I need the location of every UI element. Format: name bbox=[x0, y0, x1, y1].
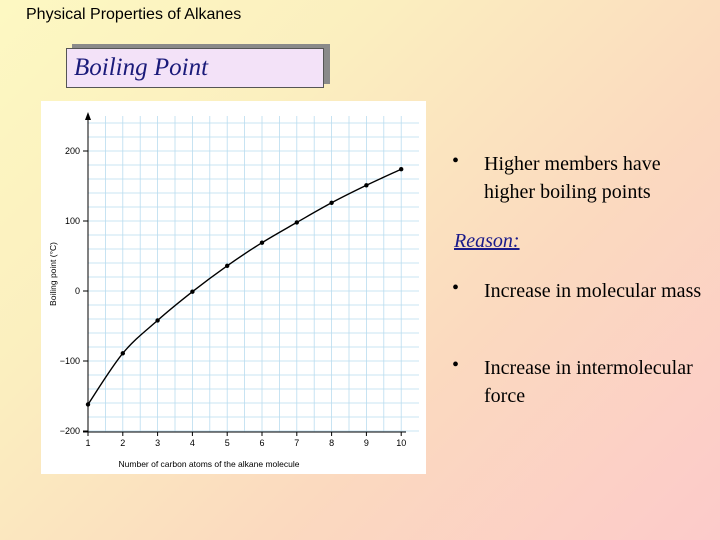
data-point bbox=[225, 263, 230, 268]
series-line bbox=[87, 168, 402, 405]
x-tick-label: 1 bbox=[85, 438, 90, 448]
slide-title: Physical Properties of Alkanes bbox=[26, 6, 242, 23]
y-tick-label: 0 bbox=[75, 286, 80, 296]
bullet-text: Increase in molecular mass bbox=[484, 280, 702, 302]
x-tick-label: 8 bbox=[329, 438, 334, 448]
reason-label: Reason: bbox=[454, 230, 520, 252]
x-tick-label: 9 bbox=[364, 438, 369, 448]
data-point bbox=[329, 200, 334, 205]
bullet-dot: • bbox=[452, 354, 460, 376]
y-tick-label: 100 bbox=[65, 216, 80, 226]
x-tick-label: 2 bbox=[120, 438, 125, 448]
data-point bbox=[85, 402, 91, 407]
y-tick-label: −100 bbox=[60, 356, 80, 366]
data-point bbox=[259, 240, 265, 245]
x-axis-title: Number of carbon atoms of the alkane mol… bbox=[119, 459, 300, 469]
y-tick-label: −200 bbox=[60, 426, 80, 436]
y-axis-title: Boiling point (°C) bbox=[48, 242, 58, 306]
section-heading: Boiling Point bbox=[66, 48, 324, 88]
boiling-point-chart: 200 100 0 −100 −200 1 2 3 4 5 6 7 8 9 10 Number of car… bbox=[48, 112, 419, 469]
y-tick-label: 200 bbox=[65, 146, 80, 156]
chart-grid bbox=[87, 116, 419, 432]
data-point bbox=[120, 351, 126, 356]
x-tick-label: 7 bbox=[294, 438, 299, 448]
x-tick-label: 10 bbox=[396, 438, 406, 448]
chart-axes bbox=[83, 112, 406, 433]
bullet-item: • Increase in molecular mass bbox=[448, 277, 713, 305]
bullet-item: • Higher members have higher boiling poi… bbox=[448, 150, 713, 206]
bullet-dot: • bbox=[452, 150, 460, 172]
x-tick-label: 5 bbox=[225, 438, 230, 448]
chart-points bbox=[85, 167, 404, 407]
bullet-dot: • bbox=[452, 277, 460, 299]
bullet-text: Higher members have higher boiling point… bbox=[484, 153, 661, 203]
chart-panel: 200 100 0 −100 −200 1 2 3 4 5 6 7 8 9 10 Number of car… bbox=[41, 101, 426, 474]
x-tick-label: 4 bbox=[190, 438, 195, 448]
data-point bbox=[294, 220, 299, 225]
data-point bbox=[190, 289, 195, 294]
chart-ticks: 200 100 0 −100 −200 1 2 3 4 5 6 7 8 9 10 bbox=[60, 146, 406, 448]
bullet-text: Increase in intermolecular force bbox=[484, 357, 693, 407]
x-tick-label: 3 bbox=[155, 438, 160, 448]
bullet-item: • Increase in intermolecular force bbox=[448, 354, 713, 410]
data-point bbox=[399, 167, 404, 172]
data-point bbox=[364, 183, 369, 188]
y-axis-arrow bbox=[85, 112, 91, 120]
x-tick-label: 6 bbox=[259, 438, 264, 448]
data-point bbox=[155, 318, 160, 323]
